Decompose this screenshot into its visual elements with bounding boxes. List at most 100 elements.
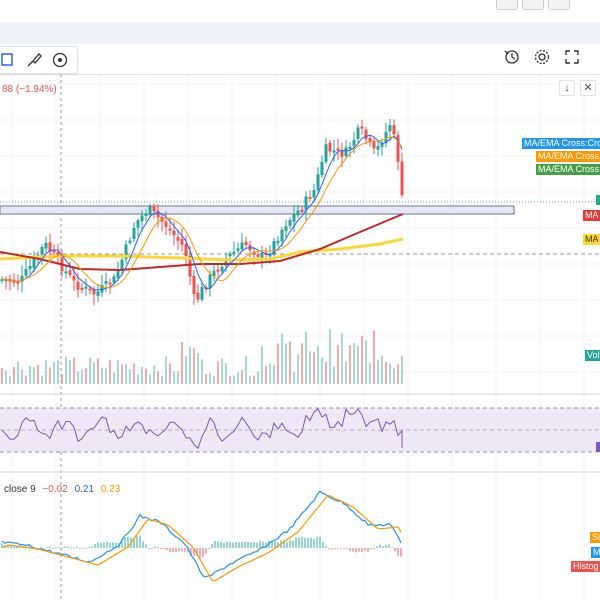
- histogram-bar: [274, 541, 276, 548]
- histogram-bar: [271, 540, 273, 548]
- volume-bar: [5, 370, 7, 384]
- candle-body: [20, 275, 24, 282]
- volume-bar: [89, 357, 91, 384]
- volume-bar: [365, 340, 367, 384]
- candle-body: [172, 230, 176, 236]
- histogram-bar: [211, 543, 213, 548]
- replay-clock-icon[interactable]: [503, 48, 521, 66]
- histogram-bar: [190, 548, 192, 556]
- volume-bar: [249, 375, 251, 384]
- window-control-button[interactable]: [522, 0, 544, 10]
- histogram-bar: [121, 539, 123, 548]
- volume-bar: [141, 367, 143, 384]
- ma-red-line: [0, 213, 404, 272]
- volume-bar: [73, 357, 75, 384]
- histogram-bar: [289, 540, 291, 548]
- histogram-label[interactable]: Histog: [571, 561, 600, 572]
- fullscreen-icon[interactable]: [563, 48, 581, 66]
- window-control-button[interactable]: [548, 0, 570, 10]
- settings-gear-icon[interactable]: [533, 48, 551, 66]
- candle-body: [336, 148, 340, 151]
- close-pane-button[interactable]: ✕: [580, 80, 596, 96]
- macd-line: [1, 490, 402, 578]
- histogram-bar: [304, 537, 306, 548]
- volume-bar: [137, 374, 139, 384]
- histogram-bar: [145, 544, 147, 548]
- histogram-bar: [109, 542, 111, 548]
- volume-label[interactable]: Vol: [585, 350, 600, 361]
- histogram-bar: [13, 545, 15, 548]
- candle-body: [300, 209, 304, 212]
- candlestick-series: [0, 119, 404, 306]
- histogram-bar: [142, 541, 144, 548]
- histogram-bar: [313, 538, 315, 548]
- histogram-bar: [196, 548, 198, 556]
- histogram-bar: [73, 547, 75, 549]
- volume-bar: [81, 369, 83, 384]
- volume-bar: [337, 344, 339, 384]
- histogram-bar: [79, 547, 81, 549]
- histogram-bar: [187, 548, 189, 553]
- candle-body: [64, 271, 68, 274]
- histogram-bar: [40, 547, 42, 549]
- candle-body: [348, 146, 352, 149]
- candle-body: [220, 266, 224, 272]
- volume-bar: [97, 358, 99, 384]
- ma-red-label[interactable]: MA: [583, 210, 600, 221]
- ma-ema-cross-label[interactable]: MA/EMA Cross:Cross: [536, 151, 600, 162]
- candle-body: [84, 286, 88, 289]
- volume-bar: [61, 374, 63, 384]
- signal-label[interactable]: Si: [590, 532, 600, 543]
- ma-slow-line: [1, 136, 403, 289]
- eye-icon[interactable]: [51, 51, 69, 69]
- histogram-bar: [307, 538, 309, 548]
- candle-body: [292, 213, 296, 222]
- histogram-bar: [334, 548, 336, 550]
- volume-bar: [213, 375, 215, 384]
- window-control-button[interactable]: [496, 0, 518, 10]
- histogram-bar: [370, 548, 372, 550]
- ma-ema-cross-label[interactable]: MA/EMA Cross:Cross: [536, 164, 600, 175]
- candle-body: [212, 270, 216, 277]
- histogram-bar: [70, 547, 72, 549]
- brush-icon[interactable]: [25, 51, 43, 69]
- candle-body: [388, 125, 392, 132]
- macd-label[interactable]: M: [591, 547, 600, 558]
- histogram-bar: [127, 536, 129, 548]
- histogram-bar: [28, 545, 30, 548]
- ma-ema-cross-label[interactable]: MA/EMA Cross:Cross: [522, 138, 600, 149]
- browser-top-strip: [0, 0, 600, 23]
- histogram-bar: [352, 548, 354, 552]
- signal-line: [2, 494, 402, 582]
- volume-bar: [289, 341, 291, 384]
- candle-body: [52, 250, 56, 253]
- volume-bar: [349, 345, 351, 384]
- volume-bar: [397, 364, 399, 384]
- histogram-bar: [172, 548, 174, 552]
- volume-bar: [241, 370, 243, 384]
- volume-bar: [17, 361, 19, 384]
- candle-body: [164, 221, 168, 227]
- candle-body: [236, 248, 240, 251]
- histogram-bar: [166, 548, 168, 550]
- ma-yellow-label[interactable]: MA: [583, 234, 600, 245]
- candle-body: [240, 242, 244, 250]
- collapse-down-button[interactable]: ↓: [559, 80, 575, 96]
- volume-bar: [377, 359, 379, 384]
- volume-bar: [389, 363, 391, 384]
- candle-body: [56, 252, 60, 257]
- volume-bar: [109, 360, 111, 384]
- candle-body: [156, 210, 160, 218]
- histogram-bar: [385, 545, 387, 548]
- highlight-rectangle[interactable]: [0, 205, 515, 215]
- histogram-bar: [277, 542, 279, 548]
- candle-body: [308, 196, 312, 199]
- volume-bar: [225, 362, 227, 384]
- histogram-bar: [19, 546, 21, 548]
- volume-bar: [105, 368, 107, 384]
- rectangle-select-icon[interactable]: [0, 51, 17, 69]
- histogram-bar: [319, 536, 321, 548]
- candle-body: [88, 288, 92, 291]
- price-chart-area[interactable]: [0, 74, 600, 600]
- histogram-bar: [181, 548, 183, 552]
